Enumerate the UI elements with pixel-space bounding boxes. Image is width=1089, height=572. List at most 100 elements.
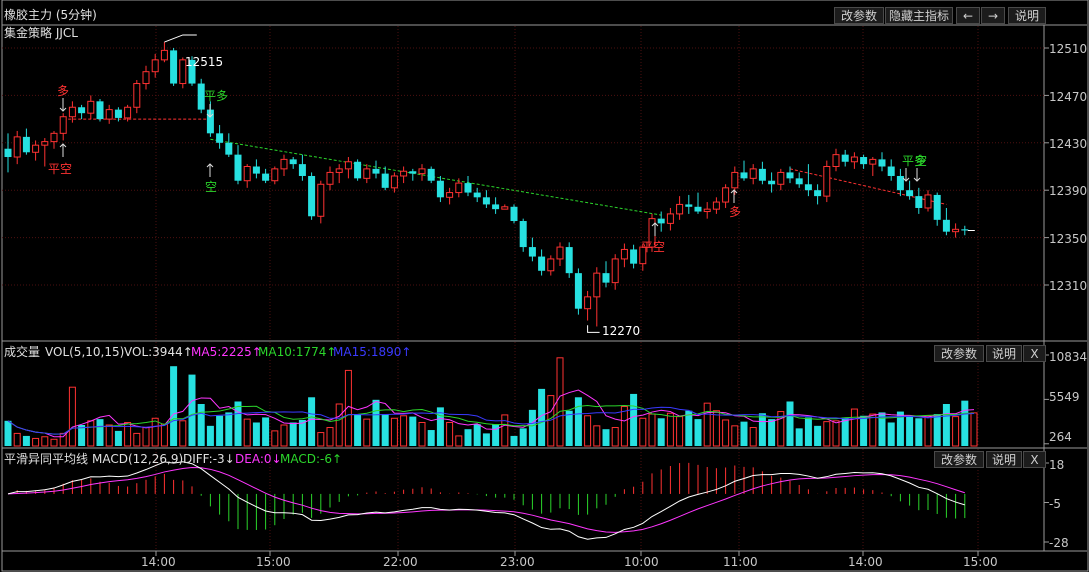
- candle-body: [381, 173, 389, 188]
- candle-body: [252, 166, 260, 174]
- candle-body: [795, 178, 803, 185]
- candle-body: [740, 172, 748, 179]
- volume-bar: [556, 357, 564, 447]
- signal-label: 空: [915, 154, 928, 168]
- candle-body: [657, 218, 665, 224]
- candle-body: [712, 201, 720, 210]
- signal-label: 平多: [204, 89, 229, 103]
- volume-bar: [317, 432, 325, 447]
- macd-change-params-button[interactable]: 改参数: [934, 451, 984, 468]
- candle-body: [878, 159, 886, 167]
- candle-body: [492, 204, 500, 210]
- signal-label: 多: [57, 84, 70, 98]
- volume-bar: [151, 417, 159, 447]
- low-price-label: 12270: [602, 324, 641, 338]
- volume-close-button[interactable]: X: [1023, 345, 1046, 362]
- candle-body: [574, 273, 582, 309]
- volume-bar: [335, 403, 343, 447]
- volume-bar: [41, 436, 49, 447]
- candle-body: [335, 168, 343, 173]
- signal-arrow-head: [59, 107, 67, 112]
- volume-bar: [648, 413, 656, 447]
- price-tick: 12430: [1049, 137, 1088, 151]
- volume-bar: [666, 412, 674, 447]
- volume-bar: [105, 424, 113, 447]
- volume-bar: [32, 437, 40, 447]
- volume-bar: [179, 420, 187, 447]
- time-tick: 15:00: [256, 555, 291, 569]
- candle-body: [280, 158, 288, 170]
- volume-bar: [427, 430, 435, 446]
- volume-bar: [887, 422, 895, 446]
- hide-main-indicator-button[interactable]: 隐藏主指标: [885, 7, 953, 24]
- volume-bar: [59, 432, 67, 447]
- candle-body: [243, 166, 251, 182]
- help-button[interactable]: 说明: [1008, 7, 1046, 24]
- signal-line: [210, 138, 662, 216]
- macd-help-button[interactable]: 说明: [986, 451, 1022, 468]
- volume-bar: [50, 438, 58, 447]
- macd-panel-title: 平滑异同平均线: [4, 452, 89, 466]
- volume-bar: [860, 415, 868, 446]
- volume-bar: [492, 424, 500, 446]
- volume-ma-line: [7, 406, 975, 435]
- macd-dea-line: [7, 467, 965, 533]
- time-tick: 22:00: [383, 555, 418, 569]
- candle-body: [446, 192, 454, 198]
- volume-bar: [970, 412, 978, 447]
- volume-panel-title: 成交量: [4, 345, 41, 359]
- arrow-left-button[interactable]: ←: [956, 7, 980, 24]
- candle-body: [216, 133, 224, 143]
- volume-change-params-button[interactable]: 改参数: [934, 345, 984, 362]
- volume-ma10: MA10:1774↑: [258, 345, 337, 359]
- volume-bar: [225, 412, 233, 446]
- candle-body: [501, 206, 509, 210]
- macd-close-button[interactable]: X: [1023, 451, 1046, 468]
- low-pointer: [587, 325, 600, 333]
- volume-bar: [114, 430, 122, 446]
- candle-body: [289, 159, 297, 165]
- candle-body: [933, 194, 941, 220]
- volume-bar: [400, 415, 408, 447]
- candle-body: [731, 171, 739, 189]
- volume-params: VOL(5,10,15): [45, 345, 125, 359]
- candle-body: [758, 168, 766, 181]
- change-params-button[interactable]: 改参数: [834, 7, 884, 24]
- candle-body: [179, 59, 187, 85]
- candle-body: [666, 213, 674, 224]
- volume-bar: [234, 401, 242, 446]
- volume-bar: [436, 407, 444, 446]
- price-tick: 12510: [1049, 42, 1088, 56]
- candle-body: [869, 158, 877, 165]
- candle-body: [860, 157, 868, 165]
- volume-help-button[interactable]: 说明: [986, 345, 1022, 362]
- candle-body: [639, 246, 647, 265]
- candle-body: [234, 154, 242, 181]
- volume-bar: [87, 420, 95, 447]
- volume-bar: [565, 410, 573, 446]
- volume-bar: [78, 425, 86, 446]
- candle-body: [372, 168, 380, 174]
- candle-body: [4, 148, 12, 158]
- macd-params: MACD(12,26,9): [92, 452, 184, 466]
- arrow-right-button[interactable]: →: [981, 7, 1005, 24]
- candle-body: [777, 171, 785, 185]
- candle-body: [59, 116, 67, 134]
- candle-body: [593, 272, 601, 298]
- time-tick: 15:00: [963, 555, 998, 569]
- candle-body: [87, 100, 95, 114]
- signal-arrow-head: [730, 189, 738, 194]
- candle-body: [344, 161, 352, 170]
- signal-label: 多: [729, 205, 742, 219]
- volume-bar: [510, 435, 518, 446]
- candle-body: [850, 156, 858, 163]
- time-tick: 11:00: [723, 555, 758, 569]
- volume-bar: [768, 419, 776, 446]
- candle-body: [703, 208, 711, 213]
- candle-body: [538, 256, 546, 271]
- volume-bar: [676, 416, 684, 447]
- volume-bar: [344, 369, 352, 447]
- candle-body: [768, 180, 776, 185]
- volume-bar: [952, 416, 960, 447]
- volume-bar: [593, 425, 601, 447]
